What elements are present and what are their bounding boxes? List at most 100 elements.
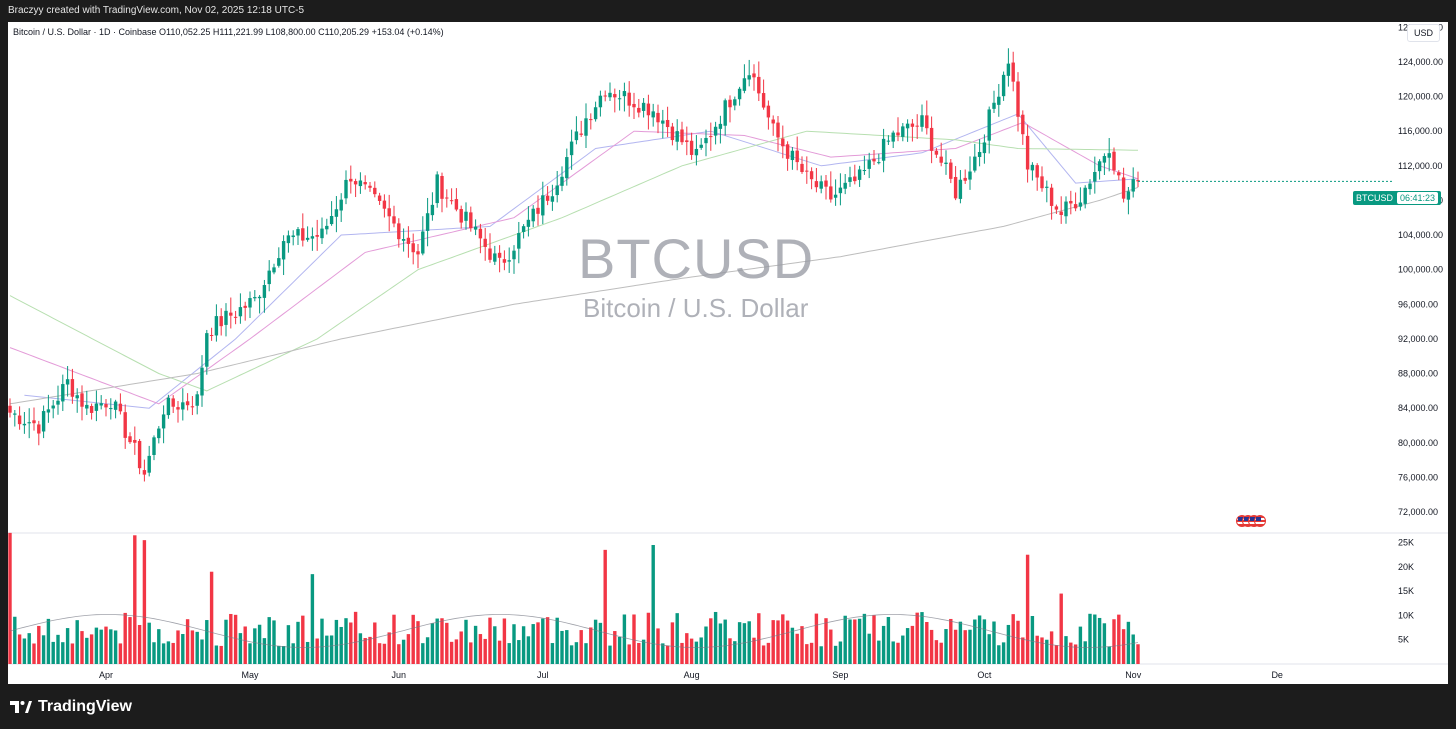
economic-events[interactable] bbox=[1236, 515, 1272, 529]
volume-bar bbox=[593, 619, 598, 664]
volume-bar bbox=[709, 618, 713, 664]
volume-bar bbox=[752, 637, 756, 664]
candle-body bbox=[8, 405, 12, 413]
candle-body bbox=[757, 76, 761, 94]
candle-body bbox=[344, 179, 348, 199]
candle-body bbox=[776, 122, 780, 138]
volume-bar bbox=[1021, 637, 1025, 664]
candle-body bbox=[13, 413, 17, 415]
volume-bar bbox=[1112, 619, 1116, 664]
volume-bar bbox=[670, 622, 675, 664]
candle-body bbox=[118, 403, 123, 412]
volume-bar bbox=[771, 620, 775, 664]
moving-average-blue bbox=[24, 113, 1139, 409]
last-price-badge: BTCUSD 06:41:23 bbox=[1353, 191, 1442, 205]
candle-body bbox=[445, 197, 449, 199]
volume-bar bbox=[291, 643, 295, 664]
volume-bar bbox=[469, 642, 473, 664]
volume-bar bbox=[790, 627, 795, 664]
candle-body bbox=[761, 93, 766, 108]
volume-bar bbox=[589, 627, 593, 664]
candle-body bbox=[368, 185, 372, 188]
time-tick-label: May bbox=[241, 670, 259, 680]
volume-bar bbox=[891, 641, 895, 664]
footer: TradingView bbox=[0, 684, 1456, 729]
candle-body bbox=[253, 297, 257, 299]
volume-bar bbox=[157, 629, 161, 664]
volume-bar bbox=[742, 623, 747, 664]
candle-body bbox=[560, 176, 564, 186]
price-tick-label: 124,000.00 bbox=[1398, 57, 1443, 67]
candle-body bbox=[661, 120, 665, 124]
badge-countdown: 06:41:23 bbox=[1397, 192, 1439, 204]
volume-bar bbox=[929, 629, 934, 664]
candle-body bbox=[89, 405, 94, 413]
volume-bar bbox=[521, 626, 526, 664]
candle-body bbox=[579, 133, 583, 135]
candle-body bbox=[80, 393, 84, 407]
volume-bar bbox=[80, 631, 84, 664]
volume-bar bbox=[651, 545, 655, 664]
candle-body bbox=[1083, 187, 1087, 204]
volume-bar bbox=[70, 643, 75, 664]
candle-body bbox=[1097, 161, 1102, 172]
candle-body bbox=[229, 312, 233, 316]
volume-bar bbox=[881, 625, 886, 664]
volume-bar bbox=[51, 641, 55, 664]
volume-bar bbox=[17, 634, 22, 664]
chart-area[interactable]: 72,000.00 76,000.00 80,000.00 84,000.00 88,0… bbox=[8, 22, 1448, 684]
tradingview-logo[interactable]: TradingView bbox=[10, 698, 132, 716]
volume-bar bbox=[128, 617, 132, 664]
candle-body bbox=[685, 140, 689, 143]
us-flag-icon[interactable] bbox=[1254, 515, 1266, 527]
candle-body bbox=[353, 181, 358, 185]
volume-bar bbox=[224, 619, 228, 664]
volume-bar bbox=[915, 612, 919, 664]
volume-bar bbox=[617, 636, 622, 664]
candle-body bbox=[733, 99, 737, 106]
volume-bar bbox=[214, 645, 219, 664]
volume-bar bbox=[574, 642, 579, 664]
candle-body bbox=[185, 401, 190, 406]
candle-body bbox=[833, 194, 838, 198]
volume-bar bbox=[526, 636, 531, 664]
volume-bar bbox=[517, 640, 521, 664]
candle-body bbox=[785, 144, 790, 159]
price-chart-svg[interactable]: 72,000.00 76,000.00 80,000.00 84,000.00 88,0… bbox=[8, 22, 1448, 684]
candle-body bbox=[589, 119, 593, 121]
candle-body bbox=[1069, 200, 1073, 204]
volume-bar bbox=[1131, 634, 1135, 664]
volume-bar bbox=[267, 617, 271, 664]
watermark-symbol: BTCUSD bbox=[578, 227, 815, 290]
volume-bar bbox=[75, 620, 79, 664]
time-tick-label: Jul bbox=[537, 670, 549, 680]
candle-body bbox=[939, 156, 943, 163]
volume-bar bbox=[113, 630, 118, 664]
candle-body bbox=[17, 415, 22, 425]
time-tick-label: De bbox=[1271, 670, 1283, 680]
volume-bar bbox=[1107, 646, 1111, 664]
volume-tick-label: 5K bbox=[1398, 635, 1409, 645]
candle-body bbox=[1073, 204, 1078, 209]
currency-selector[interactable]: USD bbox=[1406, 24, 1440, 42]
volume-bar bbox=[675, 613, 679, 664]
candle-body bbox=[982, 142, 987, 154]
candle-body bbox=[656, 112, 660, 123]
volume-bar bbox=[1093, 614, 1097, 664]
candle-body bbox=[171, 398, 175, 407]
candle-body bbox=[920, 115, 924, 127]
candle-body bbox=[99, 403, 103, 406]
badge-symbol: BTCUSD bbox=[1356, 193, 1394, 203]
volume-bar bbox=[99, 629, 103, 664]
candle-body bbox=[728, 99, 732, 108]
volume-bar bbox=[608, 645, 612, 664]
candle-body bbox=[1049, 187, 1054, 206]
volume-bar bbox=[205, 620, 209, 664]
candle-body bbox=[166, 397, 171, 416]
candle-body bbox=[1107, 153, 1111, 158]
volume-bar bbox=[161, 643, 166, 664]
volume-bar bbox=[800, 626, 804, 664]
price-tick-label: 104,000.00 bbox=[1398, 230, 1443, 240]
candle-body bbox=[65, 379, 70, 385]
candle-body bbox=[37, 424, 41, 434]
